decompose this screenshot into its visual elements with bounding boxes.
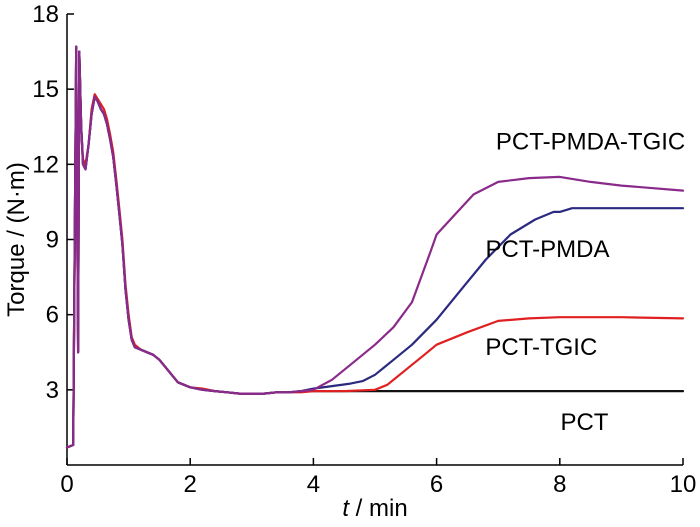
series-label-pct-pmda-tgic: PCT-PMDA-TGIC xyxy=(496,128,685,155)
x-axis-title-unit: / min xyxy=(349,495,408,522)
y-tick-label: 15 xyxy=(32,76,59,103)
series-label-pct-pmda: PCT-PMDA xyxy=(485,236,609,263)
x-tick-label: 2 xyxy=(184,471,197,498)
axis-ticks: 0 2 4 6 8 10 3 6 9 12 15 18 xyxy=(32,1,696,498)
series-label-pct: PCT xyxy=(560,409,608,436)
y-tick-label: 9 xyxy=(46,227,59,254)
x-tick-label: 6 xyxy=(430,471,443,498)
y-tick-label: 6 xyxy=(46,302,59,329)
y-tick-label: 3 xyxy=(46,377,59,404)
series-line-pct-pmda-tgic xyxy=(65,45,685,449)
x-axis-title-symbol: t xyxy=(342,495,350,522)
x-axis-title: t / min xyxy=(342,495,407,522)
x-tick-label: 10 xyxy=(670,471,697,498)
y-tick-label: 18 xyxy=(32,1,59,28)
y-tick-label: 12 xyxy=(32,151,59,178)
x-tick-label: 0 xyxy=(60,471,73,498)
y-axis-title: Torque / (N·m) xyxy=(3,162,30,317)
series-labels: PCT PCT-TGIC PCT-PMDA PCT-PMDA-TGIC xyxy=(485,128,685,436)
data-series xyxy=(65,45,685,449)
x-tick-label: 4 xyxy=(307,471,320,498)
series-label-pct-tgic: PCT-TGIC xyxy=(485,334,597,361)
x-tick-label: 8 xyxy=(553,471,566,498)
